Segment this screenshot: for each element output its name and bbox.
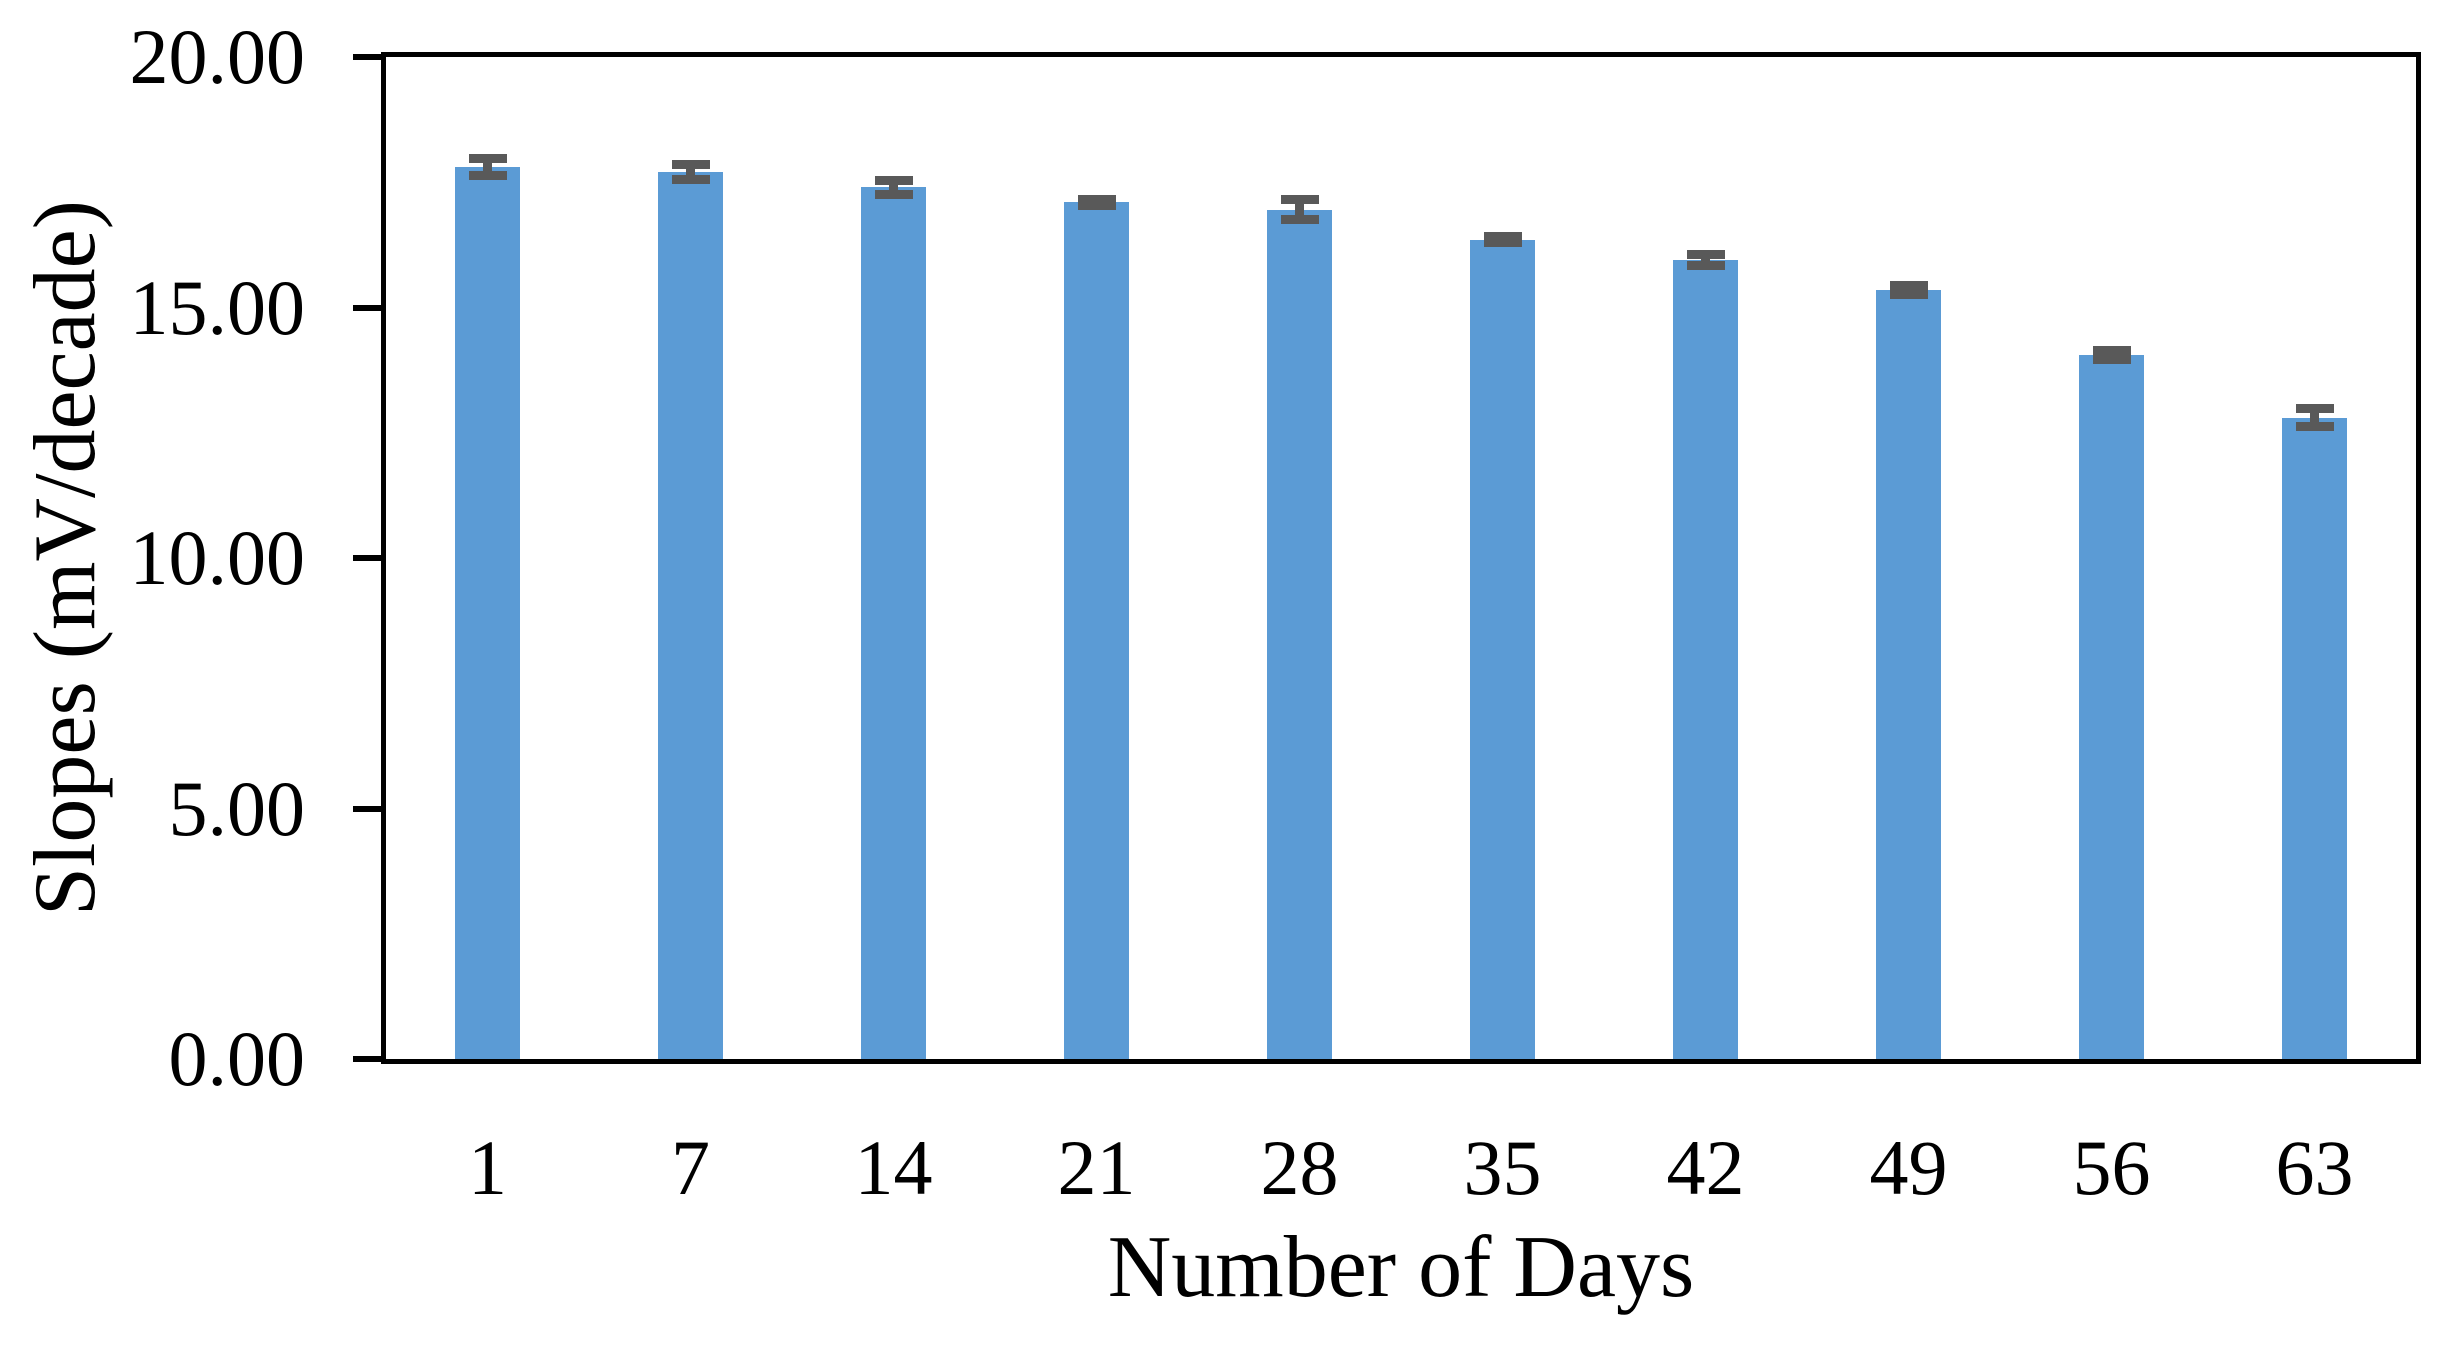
error-bar-cap-top — [1889, 280, 1928, 290]
y-tick-label: 15.00 — [129, 263, 306, 351]
error-bar-stem — [1295, 199, 1304, 220]
x-tick-label: 28 — [1260, 1124, 1339, 1211]
bar — [861, 187, 926, 1059]
y-tick-mark — [353, 555, 386, 561]
error-bar-cap-bottom — [1889, 289, 1928, 299]
bar — [455, 167, 520, 1059]
y-tick-label: 10.00 — [129, 514, 306, 601]
x-tick-label: 63 — [2275, 1124, 2354, 1211]
x-axis-title: Number of Days — [1107, 1219, 1695, 1316]
error-bar-stem — [1904, 285, 1913, 295]
x-tick-label: 35 — [1463, 1124, 1542, 1211]
y-tick-mark — [353, 304, 386, 311]
error-bar-cap-top — [671, 160, 710, 170]
bar — [658, 172, 723, 1059]
y-tick-mark — [353, 805, 386, 812]
bar — [1470, 239, 1535, 1059]
x-tick-label: 7 — [671, 1124, 710, 1211]
error-bar-cap-top — [2092, 346, 2131, 356]
error-bar-cap-bottom — [2295, 422, 2334, 432]
error-bar-cap-top — [1280, 195, 1319, 205]
y-tick-label: 0.00 — [168, 1015, 306, 1102]
x-tick-label: 21 — [1057, 1124, 1136, 1211]
x-tick-label: 49 — [1869, 1124, 1948, 1211]
error-bar-cap-bottom — [874, 189, 913, 199]
bar — [1673, 259, 1738, 1059]
error-bar-cap-top — [874, 175, 913, 185]
x-tick-label: 1 — [468, 1124, 507, 1211]
error-bar-cap-top — [1077, 194, 1116, 204]
error-bar-cap-bottom — [1483, 238, 1522, 248]
error-bar-stem — [483, 158, 492, 176]
error-bar-cap-top — [468, 154, 507, 164]
error-bar-cap-bottom — [1077, 200, 1116, 210]
y-tick-mark — [353, 1056, 386, 1062]
error-bar-cap-bottom — [671, 175, 710, 185]
x-tick-label: 56 — [2072, 1124, 2151, 1211]
bar — [2282, 417, 2347, 1059]
error-bar-stem — [1701, 254, 1710, 266]
error-bar-cap-bottom — [468, 171, 507, 181]
y-tick-label: 20.00 — [129, 13, 306, 100]
bar — [1876, 289, 1941, 1059]
error-bar-cap-bottom — [1686, 260, 1725, 270]
y-tick-mark — [353, 54, 386, 60]
error-bar-cap-bottom — [2092, 355, 2131, 365]
error-bar-cap-top — [1686, 249, 1725, 259]
y-axis-title: Slopes (mV/decade) — [17, 200, 114, 916]
x-tick-label: 42 — [1666, 1124, 1745, 1211]
bar — [1267, 209, 1332, 1059]
error-bar-cap-top — [1483, 232, 1522, 242]
error-bar-cap-bottom — [1280, 215, 1319, 225]
error-bar-stem — [2107, 350, 2116, 360]
x-tick-label: 14 — [854, 1124, 933, 1211]
error-bar-stem — [686, 164, 695, 180]
bar — [1064, 202, 1129, 1059]
plot-area: 20.00 15.00 10.00 5.00 0.00 1 7 14 21 28 35 42 49 56 6… — [130, 18, 2421, 1207]
error-bar-cap-top — [2295, 404, 2334, 414]
y-tick-label: 5.00 — [168, 764, 306, 852]
error-bar-stem — [889, 180, 898, 195]
error-bar-stem — [2310, 408, 2319, 427]
bar — [2079, 355, 2144, 1059]
